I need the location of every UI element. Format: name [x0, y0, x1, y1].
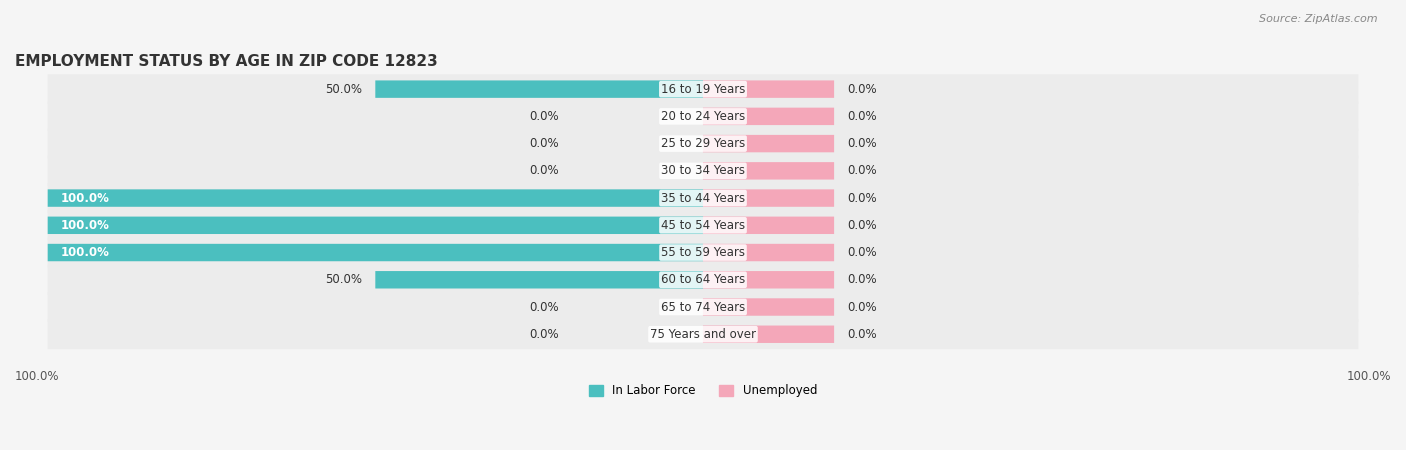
FancyBboxPatch shape: [703, 81, 834, 98]
FancyBboxPatch shape: [48, 129, 1358, 158]
Text: 16 to 19 Years: 16 to 19 Years: [661, 83, 745, 96]
Text: 0.0%: 0.0%: [848, 328, 877, 341]
FancyBboxPatch shape: [48, 292, 1358, 322]
FancyBboxPatch shape: [703, 271, 834, 288]
Text: 0.0%: 0.0%: [848, 137, 877, 150]
FancyBboxPatch shape: [48, 156, 1358, 186]
Text: 55 to 59 Years: 55 to 59 Years: [661, 246, 745, 259]
Text: 0.0%: 0.0%: [848, 219, 877, 232]
FancyBboxPatch shape: [703, 135, 834, 152]
Text: 25 to 29 Years: 25 to 29 Years: [661, 137, 745, 150]
FancyBboxPatch shape: [48, 265, 1358, 295]
Text: 100.0%: 100.0%: [60, 219, 110, 232]
Text: 20 to 24 Years: 20 to 24 Years: [661, 110, 745, 123]
Text: Source: ZipAtlas.com: Source: ZipAtlas.com: [1260, 14, 1378, 23]
FancyBboxPatch shape: [48, 244, 703, 261]
FancyBboxPatch shape: [375, 81, 703, 98]
Text: 0.0%: 0.0%: [848, 246, 877, 259]
Text: 60 to 64 Years: 60 to 64 Years: [661, 273, 745, 286]
FancyBboxPatch shape: [48, 183, 1358, 213]
Text: 75 Years and over: 75 Years and over: [650, 328, 756, 341]
FancyBboxPatch shape: [703, 298, 834, 316]
Text: 45 to 54 Years: 45 to 54 Years: [661, 219, 745, 232]
FancyBboxPatch shape: [703, 162, 834, 180]
FancyBboxPatch shape: [703, 244, 834, 261]
Text: 50.0%: 50.0%: [325, 273, 363, 286]
Text: 0.0%: 0.0%: [848, 110, 877, 123]
Text: 35 to 44 Years: 35 to 44 Years: [661, 192, 745, 205]
Text: 65 to 74 Years: 65 to 74 Years: [661, 301, 745, 314]
FancyBboxPatch shape: [48, 216, 703, 234]
FancyBboxPatch shape: [703, 189, 834, 207]
FancyBboxPatch shape: [48, 101, 1358, 131]
FancyBboxPatch shape: [703, 216, 834, 234]
Text: 0.0%: 0.0%: [848, 164, 877, 177]
Text: 0.0%: 0.0%: [529, 137, 558, 150]
Text: 0.0%: 0.0%: [848, 273, 877, 286]
Text: 30 to 34 Years: 30 to 34 Years: [661, 164, 745, 177]
Text: 0.0%: 0.0%: [529, 110, 558, 123]
FancyBboxPatch shape: [375, 271, 703, 288]
FancyBboxPatch shape: [703, 325, 834, 343]
Legend: In Labor Force, Unemployed: In Labor Force, Unemployed: [583, 380, 823, 402]
Text: 100.0%: 100.0%: [60, 246, 110, 259]
Text: 0.0%: 0.0%: [848, 301, 877, 314]
Text: 0.0%: 0.0%: [848, 192, 877, 205]
FancyBboxPatch shape: [48, 238, 1358, 267]
FancyBboxPatch shape: [703, 108, 834, 125]
Text: 0.0%: 0.0%: [529, 164, 558, 177]
Text: 100.0%: 100.0%: [1347, 369, 1391, 382]
FancyBboxPatch shape: [48, 74, 1358, 104]
Text: 100.0%: 100.0%: [60, 192, 110, 205]
FancyBboxPatch shape: [48, 320, 1358, 349]
Text: 50.0%: 50.0%: [325, 83, 363, 96]
Text: 0.0%: 0.0%: [529, 328, 558, 341]
FancyBboxPatch shape: [48, 211, 1358, 240]
Text: 0.0%: 0.0%: [529, 301, 558, 314]
Text: 100.0%: 100.0%: [15, 369, 59, 382]
Text: EMPLOYMENT STATUS BY AGE IN ZIP CODE 12823: EMPLOYMENT STATUS BY AGE IN ZIP CODE 128…: [15, 54, 437, 69]
Text: 0.0%: 0.0%: [848, 83, 877, 96]
FancyBboxPatch shape: [48, 189, 703, 207]
